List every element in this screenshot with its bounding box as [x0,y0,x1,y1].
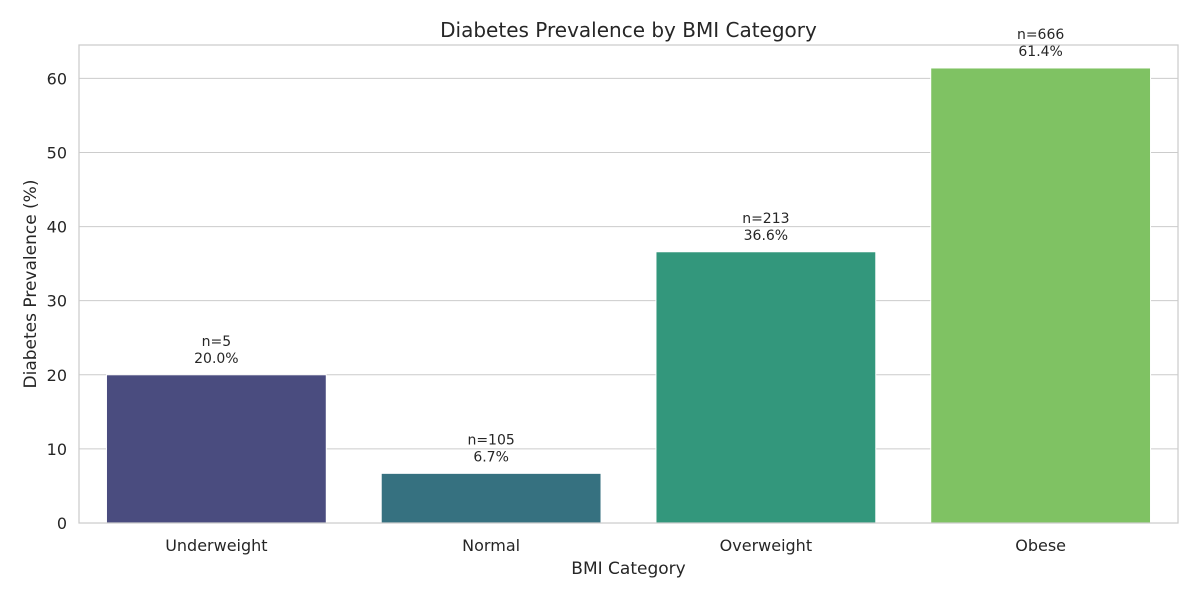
bar-underweight [105,374,327,524]
x-tick-label: Overweight [720,536,812,555]
y-tick-label: 30 [47,292,67,311]
y-tick-label: 50 [47,143,67,162]
bar-value-label: 20.0% [194,351,238,367]
bar-overweight [655,251,877,524]
bar-normal [380,472,602,524]
x-tick-label: Normal [462,536,520,555]
y-tick-label: 40 [47,218,67,237]
bar-n-label: n=213 [742,211,789,227]
plot-frame [78,44,1179,524]
bar-value-label: 6.7% [473,449,509,465]
x-tick-label: Underweight [165,536,267,555]
y-tick-label: 60 [47,69,67,88]
y-tick-labels: 0 10 20 30 40 50 60 [47,69,67,533]
y-tick-label: 20 [47,366,67,385]
bar-n-label: n=666 [1017,27,1064,43]
y-axis-label: Diabetes Prevalence (%) [21,180,41,389]
bar-n-label: n=5 [202,334,232,350]
bar-value-label: 36.6% [744,228,788,244]
x-tick-labels: Underweight Normal Overweight Obese [165,536,1066,555]
y-tick-label: 10 [47,440,67,459]
bar-n-label: n=105 [467,432,514,448]
x-tick-label: Obese [1015,536,1066,555]
y-tick-label: 0 [57,514,67,533]
bars [105,67,1152,524]
chart-title: Diabetes Prevalence by BMI Category [440,18,817,42]
bar-obese [930,67,1152,524]
bar-value-label: 61.4% [1018,44,1062,60]
x-axis-label: BMI Category [571,559,685,579]
